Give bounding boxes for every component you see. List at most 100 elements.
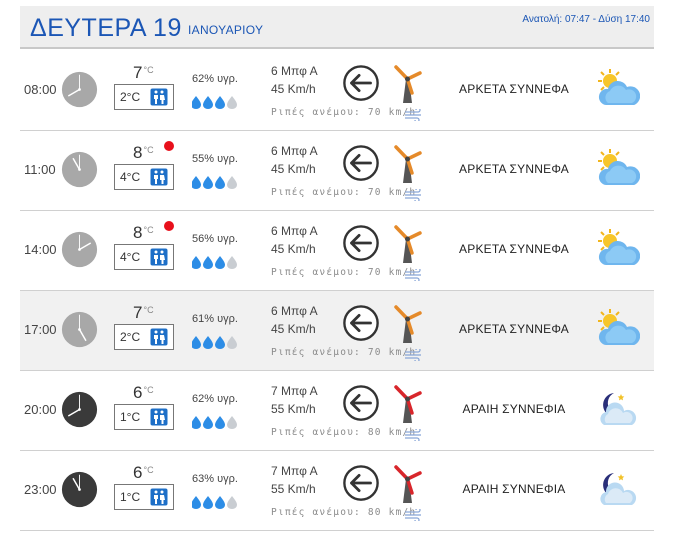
wind-speed: 6 Μπφ Α 45 Km/h	[271, 62, 318, 98]
wind-gusts: Ριπές ανέμου: 70 km/h	[271, 347, 417, 358]
temperature-value: 8	[133, 223, 143, 242]
feels-like-person-icon	[150, 248, 168, 266]
temperature-value: 8	[133, 143, 143, 162]
feels-like-value: 1°C	[120, 410, 141, 424]
wind-gusts: Ριπές ανέμου: 70 km/h	[271, 107, 417, 118]
wind-speed: 6 Μπφ Α 45 Km/h	[271, 302, 318, 338]
wind-turbine-icon	[390, 461, 426, 505]
gust-wind-icon	[404, 107, 424, 123]
wind-gusts: Ριπές ανέμου: 70 km/h	[271, 267, 417, 278]
month-label: ΙΑΝΟΥΑΡΙΟΥ	[188, 23, 264, 37]
row-time: 08:00	[24, 82, 57, 97]
wind-speed: 7 Μπφ Α 55 Km/h	[271, 382, 318, 418]
temperature: 8°C	[133, 223, 154, 243]
wind-speed: 7 Μπφ Α 55 Km/h	[271, 462, 318, 498]
feels-like-value: 4°C	[120, 250, 141, 264]
temperature-value: 6	[133, 463, 143, 482]
feels-like-box: 2°C	[114, 324, 174, 350]
forecast-row: 11:00 8°C 4°C 55% υγρ. 6 Μπφ Α 45 Km/h Ρ…	[20, 131, 654, 211]
humidity: 63% υγρ.	[192, 473, 238, 485]
forecast-row: 17:00 7°C 2°C 61% υγρ. 6 Μπφ Α 45 Km/h Ρ…	[20, 291, 654, 371]
wind-speed: 6 Μπφ Α 45 Km/h	[271, 222, 318, 258]
feels-like-box: 1°C	[114, 484, 174, 510]
feels-like-value: 1°C	[120, 490, 141, 504]
feels-like-box: 4°C	[114, 164, 174, 190]
temperature-value: 7	[133, 303, 143, 322]
row-time: 20:00	[24, 402, 57, 417]
temperature-unit: °C	[143, 145, 154, 155]
forecast-list: 08:00 7°C 2°C 62% υγρ. 6 Μπφ Α 45 Km/h Ρ…	[20, 51, 654, 531]
feels-like-value: 2°C	[120, 90, 141, 104]
sky-condition: ΑΡΑΙΗ ΣΥΝΝΕΦΙΑ	[462, 482, 566, 496]
clock-icon	[61, 231, 98, 268]
wind-gusts: Ριπές ανέμου: 80 km/h	[271, 427, 417, 438]
forecast-row: 08:00 7°C 2°C 62% υγρ. 6 Μπφ Α 45 Km/h Ρ…	[20, 51, 654, 131]
feels-like-value: 4°C	[120, 170, 141, 184]
sun-cloud-icon	[594, 227, 641, 271]
wind-speed: 6 Μπφ Α 45 Km/h	[271, 142, 318, 178]
clock-icon	[61, 311, 98, 348]
sunrise-sunset: Ανατολή: 07:47 - Δύση 17:40	[522, 14, 650, 25]
feels-like-person-icon	[150, 408, 168, 426]
gust-wind-icon	[404, 187, 424, 203]
wind-direction-arrow-icon	[342, 224, 380, 262]
wind-direction-arrow-icon	[342, 304, 380, 342]
humidity-drops-icon	[191, 95, 242, 109]
humidity-drops-icon	[191, 335, 242, 349]
temperature: 8°C	[133, 143, 154, 163]
wind-kmh: 45 Km/h	[271, 242, 316, 256]
clock-icon	[61, 151, 98, 188]
sky-condition: ΑΡΚΕΤΑ ΣΥΝΝΕΦΑ	[459, 242, 569, 256]
wind-kmh: 45 Km/h	[271, 322, 316, 336]
wind-gusts: Ριπές ανέμου: 80 km/h	[271, 507, 417, 518]
wind-turbine-icon	[390, 381, 426, 425]
sky-condition: ΑΡΚΕΤΑ ΣΥΝΝΕΦΑ	[459, 322, 569, 336]
temperature-unit: °C	[143, 465, 154, 475]
humidity: 55% υγρ.	[192, 153, 238, 165]
moon-cloud-icon	[594, 387, 640, 431]
temperature-unit: °C	[143, 385, 154, 395]
gust-wind-icon	[404, 347, 424, 363]
alert-dot-icon	[164, 221, 174, 231]
feels-like-value: 2°C	[120, 330, 141, 344]
humidity: 62% υγρ.	[192, 393, 238, 405]
temperature-unit: °C	[143, 225, 154, 235]
moon-cloud-icon	[594, 467, 640, 511]
humidity-drops-icon	[191, 495, 242, 509]
wind-kmh: 55 Km/h	[271, 402, 316, 416]
row-time: 14:00	[24, 242, 57, 257]
temperature-value: 7	[133, 63, 143, 82]
row-time: 23:00	[24, 482, 57, 497]
wind-kmh: 45 Km/h	[271, 162, 316, 176]
clock-icon	[61, 71, 98, 108]
sky-condition: ΑΡΑΙΗ ΣΥΝΝΕΦΙΑ	[462, 402, 566, 416]
row-time: 11:00	[24, 162, 56, 177]
temperature: 7°C	[133, 303, 154, 323]
wind-beaufort: 7 Μπφ Α	[271, 464, 318, 478]
humidity-drops-icon	[191, 255, 242, 269]
alert-dot-icon	[164, 141, 174, 151]
forecast-row: 14:00 8°C 4°C 56% υγρ. 6 Μπφ Α 45 Km/h Ρ…	[20, 211, 654, 291]
temperature: 7°C	[133, 63, 154, 83]
row-time: 17:00	[24, 322, 57, 337]
feels-like-person-icon	[150, 168, 168, 186]
feels-like-box: 4°C	[114, 244, 174, 270]
feels-like-box: 1°C	[114, 404, 174, 430]
day-title: ΔΕΥΤΕΡΑ 19	[30, 14, 182, 42]
clock-icon	[61, 391, 98, 428]
sun-cloud-icon	[594, 307, 641, 351]
wind-direction-arrow-icon	[342, 64, 380, 102]
feels-like-person-icon	[150, 328, 168, 346]
gust-wind-icon	[404, 427, 424, 443]
humidity-drops-icon	[191, 415, 242, 429]
temperature-unit: °C	[143, 305, 154, 315]
wind-turbine-icon	[390, 301, 426, 345]
wind-direction-arrow-icon	[342, 384, 380, 422]
gust-wind-icon	[404, 267, 424, 283]
feels-like-person-icon	[150, 488, 168, 506]
forecast-row: 20:00 6°C 1°C 62% υγρ. 7 Μπφ Α 55 Km/h Ρ…	[20, 371, 654, 451]
wind-beaufort: 7 Μπφ Α	[271, 384, 318, 398]
humidity: 56% υγρ.	[192, 233, 238, 245]
forecast-row: 23:00 6°C 1°C 63% υγρ. 7 Μπφ Α 55 Km/h Ρ…	[20, 451, 654, 531]
feels-like-person-icon	[150, 88, 168, 106]
